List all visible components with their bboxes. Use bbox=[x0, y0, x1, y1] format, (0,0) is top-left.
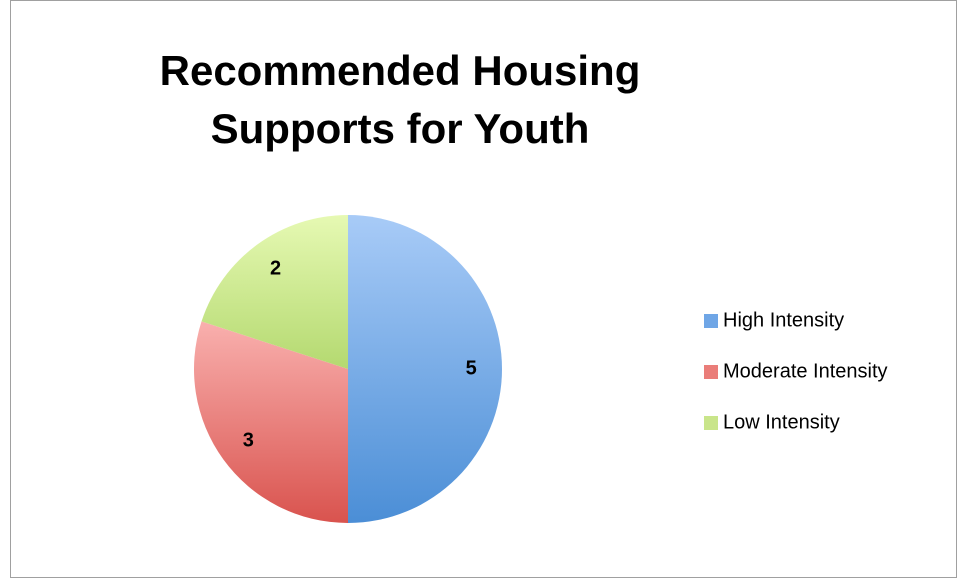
chart-title: Recommended Housing Supports for Youth bbox=[159, 47, 641, 152]
pie-slice bbox=[348, 215, 502, 523]
frame-border bbox=[10, 0, 957, 578]
legend-swatch bbox=[704, 416, 718, 430]
data-label: 3 bbox=[243, 430, 254, 452]
legend-label: Moderate Intensity bbox=[723, 360, 888, 382]
pie-slice bbox=[201, 215, 348, 369]
data-label: 2 bbox=[270, 258, 281, 280]
legend-swatch bbox=[704, 365, 718, 379]
legend-swatch bbox=[704, 314, 718, 328]
legend-label: Low Intensity bbox=[723, 411, 840, 433]
data-label: 5 bbox=[466, 357, 477, 379]
pie-slice bbox=[194, 321, 348, 523]
legend-label: High Intensity bbox=[723, 309, 844, 331]
